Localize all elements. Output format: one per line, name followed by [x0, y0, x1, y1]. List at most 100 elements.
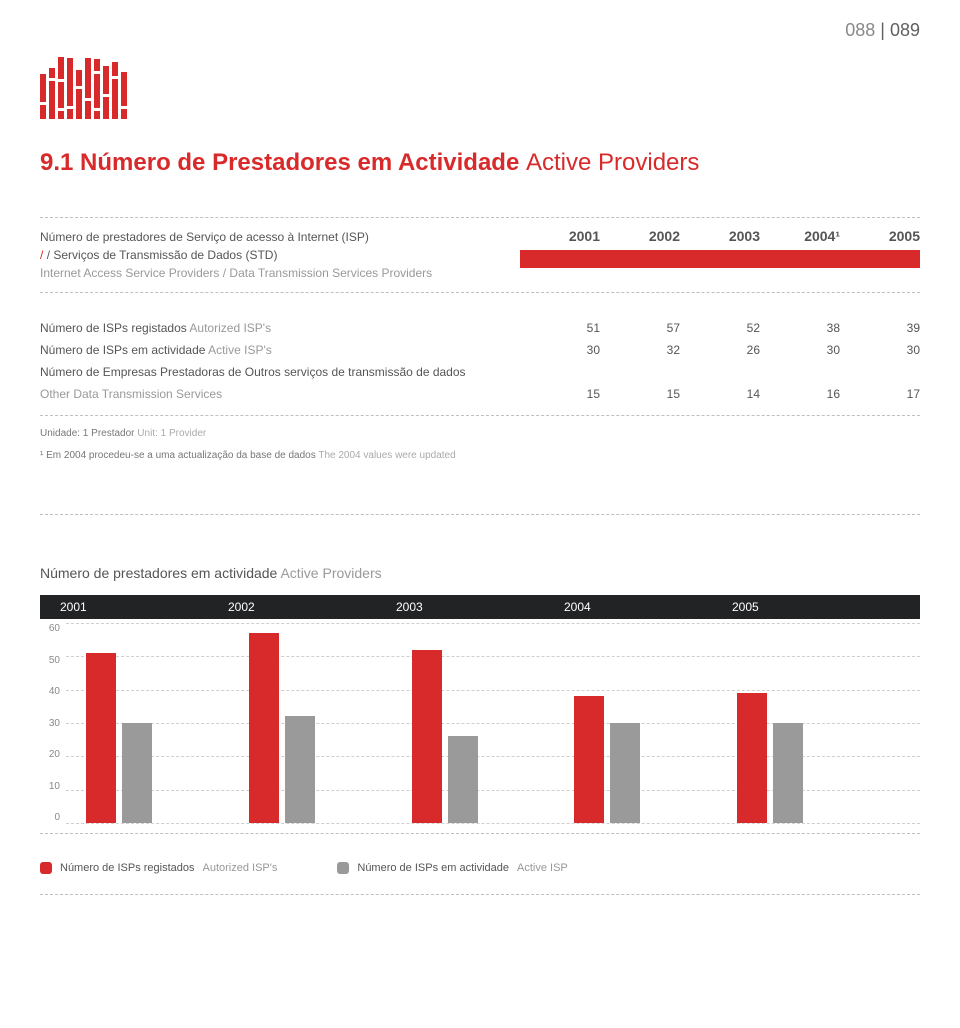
bar-registados	[412, 650, 442, 823]
legend-1-en: Active ISP	[517, 862, 568, 874]
legend-item-0: Número de ISPs registados Autorized ISP'…	[40, 862, 277, 874]
legend-0-pt: Número de ISPs registados	[60, 862, 195, 874]
year-2001: 2001	[520, 228, 600, 244]
year-2003: 2003	[680, 228, 760, 244]
y-axis-labels: 60 50 40 30 20 10 0	[40, 623, 66, 823]
cell-value	[760, 361, 840, 383]
year-header: 2001 2002 2003 2004¹ 2005	[520, 228, 920, 244]
chart-title-pt: Número de prestadores em actividade	[40, 565, 277, 581]
cell-value: 17	[840, 383, 920, 405]
bar-actividade	[448, 736, 478, 823]
cell-value	[840, 361, 920, 383]
cell-value: 26	[680, 339, 760, 361]
bar-group	[737, 693, 900, 823]
bar-group	[86, 653, 249, 823]
red-band	[520, 250, 920, 268]
ytick-label: 50	[40, 655, 60, 666]
legend-item-1: Número de ISPs em actividade Active ISP	[337, 862, 567, 874]
cell-value: 39	[840, 317, 920, 339]
bar-registados	[737, 693, 767, 823]
divider	[40, 514, 920, 515]
row-label: Número de ISPs em actividade Active ISP'…	[40, 339, 520, 361]
ytick-label: 40	[40, 686, 60, 697]
cell-value: 16	[760, 383, 840, 405]
legend-swatch-red	[40, 862, 52, 874]
bar-actividade	[285, 716, 315, 823]
cell-value: 30	[760, 339, 840, 361]
divider	[40, 292, 920, 293]
intro-line1: Número de prestadores de Serviço de aces…	[40, 230, 369, 244]
page-number: 088 | 089	[40, 20, 920, 41]
intro-text: Número de prestadores de Serviço de aces…	[40, 228, 432, 282]
bar-registados	[86, 653, 116, 823]
chart-year-1: 2002	[228, 600, 396, 614]
year-header-wrap: 2001 2002 2003 2004¹ 2005	[520, 228, 920, 274]
intro-line2: / Serviços de Transmissão de Dados (STD)	[47, 248, 278, 262]
gridline	[66, 823, 920, 824]
page-divider: |	[880, 20, 885, 40]
table-row: Other Data Transmission Services15151416…	[40, 383, 920, 405]
divider	[40, 415, 920, 416]
ytick-label: 30	[40, 718, 60, 729]
chart-year-2: 2003	[396, 600, 564, 614]
intro-block: Número de prestadores de Serviço de aces…	[40, 228, 920, 282]
footnote-unit-en: Unit: 1 Provider	[137, 428, 206, 439]
bar-registados	[574, 696, 604, 823]
cell-value	[600, 361, 680, 383]
bar-actividade	[773, 723, 803, 823]
chart-year-0: 2001	[60, 600, 228, 614]
chart-year-band: 2001 2002 2003 2004 2005	[40, 595, 920, 619]
data-table: Número de ISPs registados Autorized ISP'…	[40, 317, 920, 405]
bar-actividade	[122, 723, 152, 823]
cell-value: 52	[680, 317, 760, 339]
bar-chart: 60 50 40 30 20 10 0	[40, 623, 920, 823]
legend-1-pt: Número de ISPs em actividade	[357, 862, 509, 874]
table-row: Número de Empresas Prestadoras de Outros…	[40, 361, 920, 383]
cell-value: 38	[760, 317, 840, 339]
logo	[40, 49, 920, 119]
cell-value: 51	[520, 317, 600, 339]
section-title-pt: Número de Prestadores em Actividade	[80, 149, 519, 176]
year-2005: 2005	[840, 228, 920, 244]
chart-bars	[66, 623, 920, 823]
divider	[40, 894, 920, 895]
row-label: Número de Empresas Prestadoras de Outros…	[40, 361, 520, 383]
chart-year-3: 2004	[564, 600, 732, 614]
year-2002: 2002	[600, 228, 680, 244]
divider	[40, 833, 920, 834]
ytick-label: 10	[40, 781, 60, 792]
ytick-label: 60	[40, 623, 60, 634]
year-2004: 2004¹	[760, 228, 840, 244]
cell-value: 15	[520, 383, 600, 405]
legend: Número de ISPs registados Autorized ISP'…	[40, 862, 920, 874]
page-number-right: 089	[890, 20, 920, 40]
cell-value: 30	[520, 339, 600, 361]
row-label: Other Data Transmission Services	[40, 383, 520, 405]
bar-group	[249, 633, 412, 823]
table-row: Número de ISPs registados Autorized ISP'…	[40, 317, 920, 339]
row-label: Número de ISPs registados Autorized ISP'…	[40, 317, 520, 339]
footnote-note-en: The 2004 values were updated	[318, 450, 455, 461]
footnote-note-pt: ¹ Em 2004 procedeu-se a uma actualização…	[40, 450, 316, 461]
section-title-en: Active Providers	[526, 149, 699, 176]
chart-title: Número de prestadores em actividade Acti…	[40, 565, 920, 581]
ytick-label: 20	[40, 749, 60, 760]
bar-group	[412, 650, 575, 823]
cell-value: 14	[680, 383, 760, 405]
legend-swatch-gray	[337, 862, 349, 874]
intro-line3: Internet Access Service Providers / Data…	[40, 266, 432, 280]
bar-registados	[249, 633, 279, 823]
table-row: Número de ISPs em actividade Active ISP'…	[40, 339, 920, 361]
bar-actividade	[610, 723, 640, 823]
ytick-label: 0	[40, 812, 60, 823]
cell-value: 57	[600, 317, 680, 339]
cell-value: 15	[600, 383, 680, 405]
divider	[40, 217, 920, 218]
bar-group	[574, 696, 737, 823]
chart-title-en: Active Providers	[280, 565, 381, 581]
cell-value: 30	[840, 339, 920, 361]
chart-year-4: 2005	[732, 600, 900, 614]
footnote-unit: Unidade: 1 Prestador Unit: 1 Provider	[40, 426, 920, 442]
page-number-left: 088	[845, 20, 875, 40]
slash-icon: /	[40, 248, 43, 262]
